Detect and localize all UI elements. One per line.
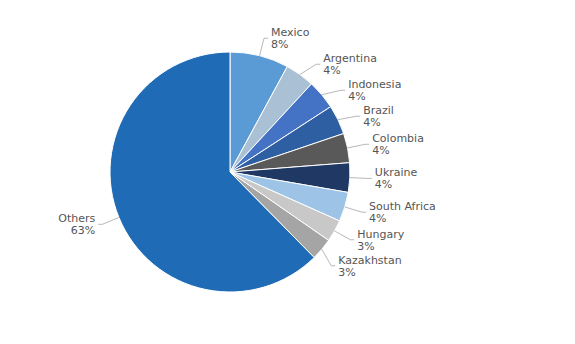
pie — [110, 52, 350, 292]
chart: Mexico8%Argentina4%Indonesia4%Brazil4%Co… — [0, 0, 575, 344]
data-label: 4% — [363, 116, 380, 129]
data-label: 4% — [369, 212, 386, 225]
data-label: 4% — [348, 90, 365, 103]
slices — [110, 52, 350, 292]
data-label: 8% — [271, 38, 288, 51]
slice — [110, 52, 314, 292]
leader-line — [348, 144, 370, 148]
data-label: 4% — [323, 64, 340, 77]
data-label: 4% — [375, 178, 392, 191]
leader-line — [260, 38, 268, 55]
leader-line — [322, 249, 335, 265]
leader-line — [98, 217, 119, 224]
leader-line — [300, 64, 320, 74]
leader-line — [338, 116, 360, 119]
data-label: 3% — [338, 266, 355, 279]
leader-line — [345, 207, 366, 212]
data-label: 4% — [372, 144, 389, 157]
leader-line — [350, 177, 372, 179]
leader-line — [335, 231, 355, 240]
leader-line — [322, 90, 345, 94]
labels: Mexico8%Argentina4%Indonesia4%Brazil4%Co… — [58, 26, 436, 279]
data-label: 3% — [357, 240, 374, 253]
data-label: 63% — [71, 224, 95, 237]
